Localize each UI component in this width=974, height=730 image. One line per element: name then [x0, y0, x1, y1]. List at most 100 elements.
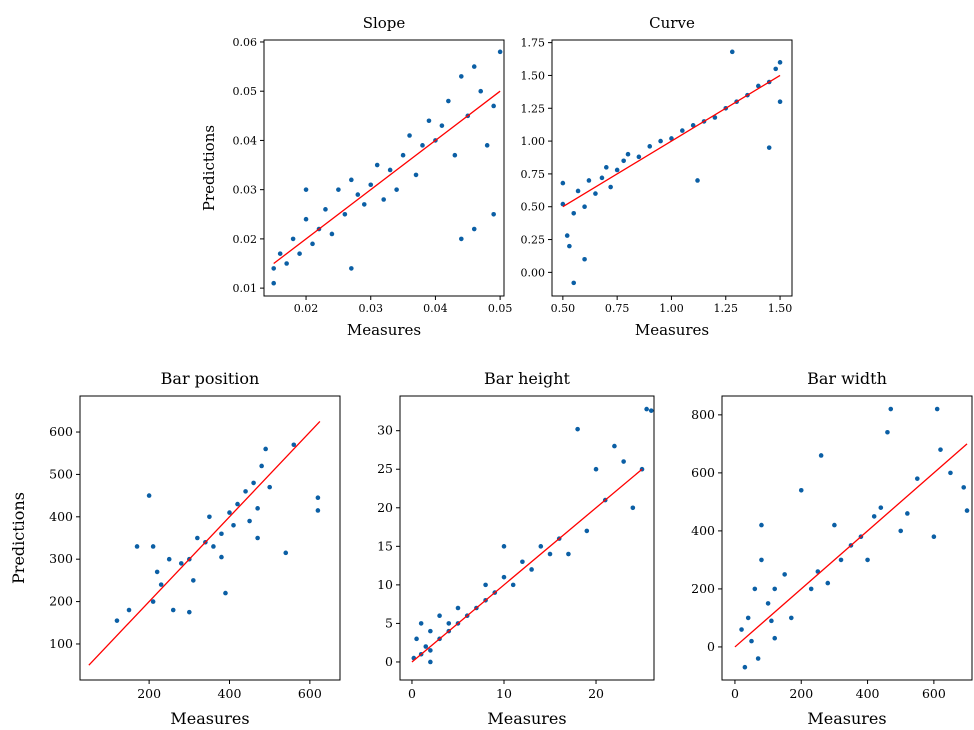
y-tick-label: 300	[49, 551, 73, 566]
point	[766, 145, 772, 150]
x-tick-label: 0.04	[423, 302, 448, 315]
point	[729, 49, 735, 55]
point	[219, 554, 224, 560]
x-tick-label: 0	[731, 686, 739, 701]
point	[195, 535, 200, 541]
point	[455, 605, 461, 611]
subplot-title: Curve	[649, 14, 695, 32]
point	[636, 154, 642, 160]
point	[865, 557, 870, 563]
point	[291, 442, 297, 448]
point	[582, 204, 587, 210]
point	[231, 522, 236, 528]
plot-area	[560, 49, 783, 286]
point	[381, 197, 386, 202]
point	[501, 574, 507, 580]
point	[154, 569, 160, 575]
point	[271, 280, 277, 286]
point	[150, 599, 156, 604]
point	[777, 99, 783, 105]
point	[342, 211, 348, 217]
point	[739, 627, 744, 632]
point	[752, 586, 758, 592]
x-tick-label: 400	[218, 686, 242, 701]
point	[491, 211, 496, 217]
point	[146, 493, 152, 498]
point	[938, 447, 943, 452]
subplot: 0 10 20 0 5 10 15 20 25 30 Bar height Measures	[377, 369, 655, 728]
point	[647, 144, 653, 149]
point	[126, 607, 132, 613]
x-tick-label: 1.25	[714, 302, 739, 315]
point	[948, 470, 953, 476]
point	[471, 64, 477, 69]
point	[612, 443, 617, 449]
y-tick-label: 0.50	[521, 201, 546, 214]
point	[599, 175, 605, 181]
x-tick-label: 600	[922, 686, 946, 701]
point	[575, 426, 580, 432]
point	[336, 187, 341, 192]
point	[658, 138, 663, 144]
point	[187, 609, 192, 615]
x-tick-label: 200	[789, 686, 813, 701]
point	[593, 466, 599, 472]
point	[423, 644, 429, 649]
point	[888, 406, 894, 412]
point	[255, 506, 260, 511]
point	[905, 511, 910, 516]
point	[418, 621, 424, 626]
point	[648, 408, 654, 413]
x-tick-label: 400	[856, 686, 880, 701]
point	[297, 251, 302, 256]
y-tick-label: 0.00	[521, 266, 546, 279]
point	[428, 628, 433, 634]
point	[387, 167, 393, 173]
point	[798, 487, 804, 493]
point	[560, 201, 566, 207]
y-tick-label: 0	[385, 654, 393, 669]
point	[765, 601, 771, 606]
x-tick-label: 20	[588, 686, 604, 701]
point	[243, 489, 248, 494]
point	[235, 501, 240, 507]
x-axis-label: Measures	[635, 321, 709, 339]
y-tick-label: 25	[377, 461, 393, 476]
y-tick-label: 1.25	[521, 102, 546, 115]
axes-frame	[263, 39, 505, 297]
point	[669, 136, 674, 141]
x-tick-label: 0.03	[358, 302, 383, 315]
point	[484, 143, 490, 148]
subplot: 0.50 0.75 1.00 1.25 1.50 0.00 0.25 0.50 0.75 1.00…	[521, 14, 793, 339]
y-tick-label: 0.06	[233, 36, 258, 49]
point	[170, 607, 176, 613]
point	[267, 484, 272, 490]
y-axis-label: Predictions	[9, 492, 28, 584]
point	[777, 60, 783, 65]
point	[290, 236, 296, 242]
point	[207, 514, 212, 520]
point	[420, 143, 425, 148]
point	[885, 429, 890, 435]
point	[452, 152, 458, 158]
point	[437, 613, 442, 619]
point	[263, 446, 268, 452]
subplot-title: Slope	[363, 14, 406, 32]
subplot-title: Bar position	[161, 369, 260, 388]
point	[756, 83, 761, 89]
point	[191, 578, 196, 583]
point	[871, 514, 877, 519]
point	[283, 550, 289, 556]
axes-frame	[79, 395, 341, 681]
plot-area	[411, 406, 654, 665]
y-tick-label: 10	[377, 577, 393, 592]
point	[158, 582, 164, 587]
point	[808, 586, 814, 592]
point	[251, 480, 256, 486]
point	[223, 590, 228, 596]
point	[247, 518, 252, 524]
x-tick-label: 0.50	[551, 302, 576, 315]
point	[755, 656, 761, 661]
point	[478, 88, 484, 94]
